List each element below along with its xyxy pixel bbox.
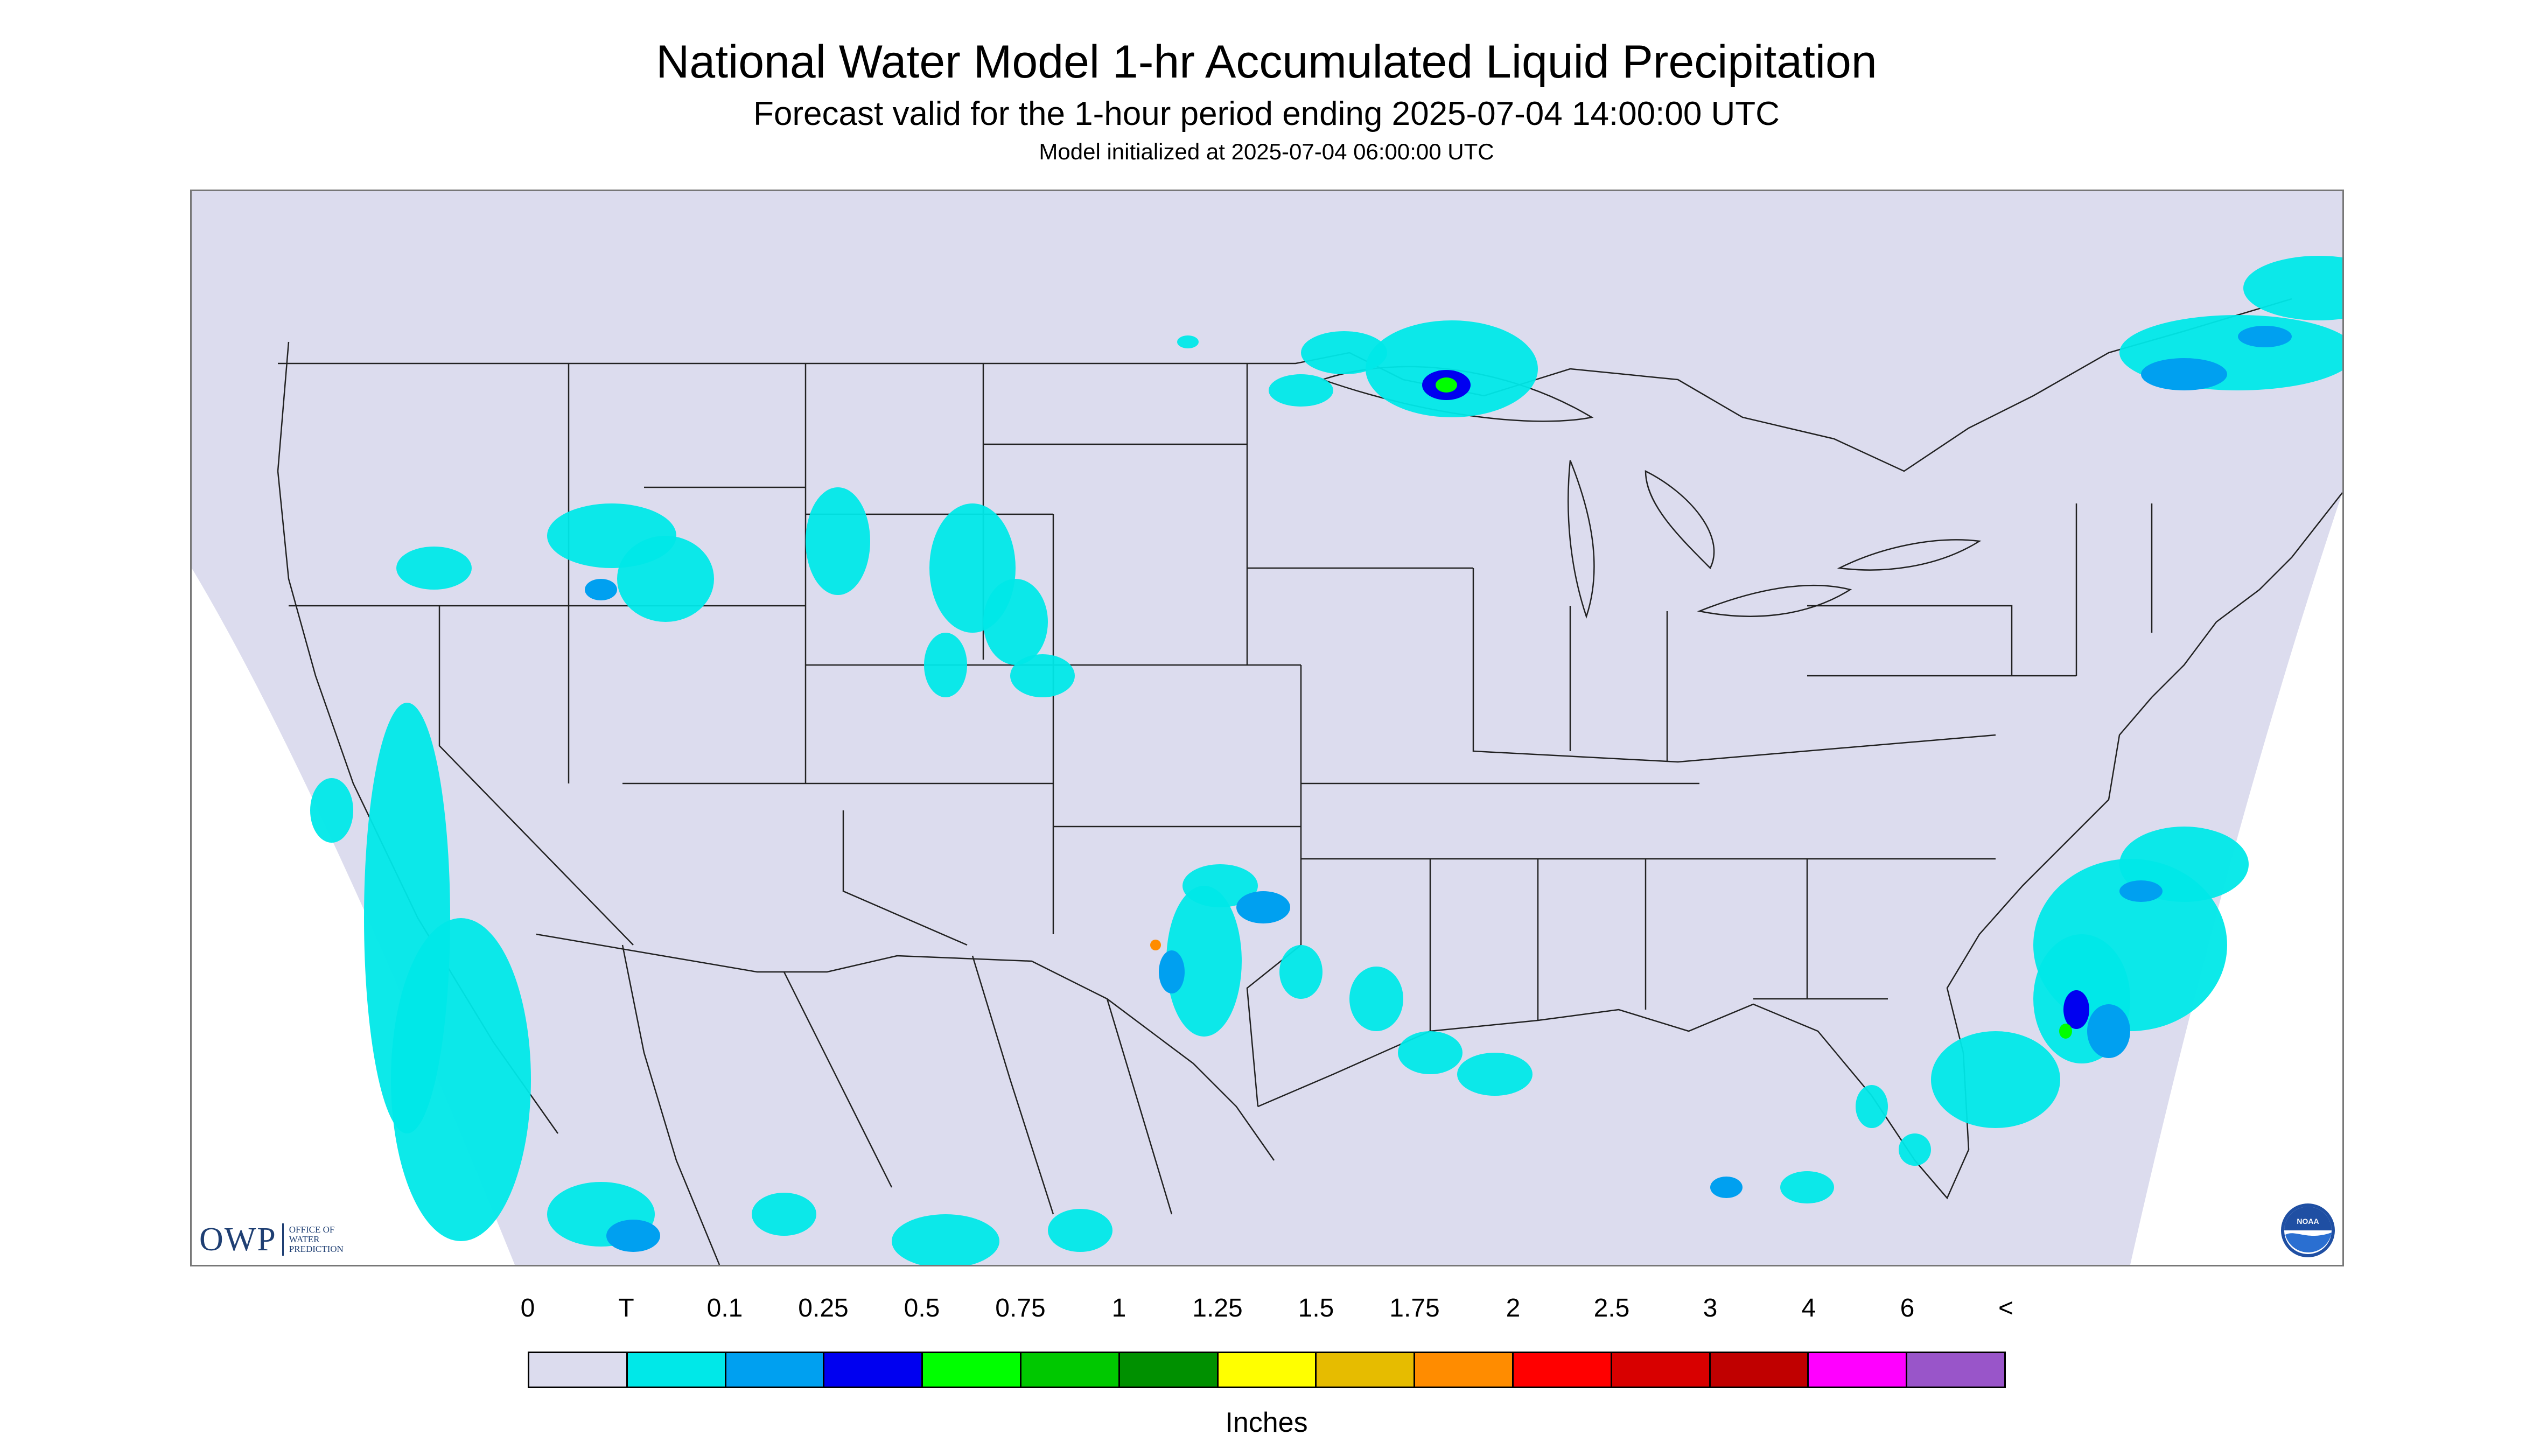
legend-tick-label: 1.25 (1192, 1294, 1243, 1322)
legend-color-bar (528, 1352, 2006, 1388)
legend-tick-label: 2 (1506, 1294, 1521, 1322)
owp-line-3: PREDICTION (289, 1244, 344, 1254)
owp-logo-mark: OWP (199, 1221, 277, 1258)
legend-swatch (1513, 1353, 1612, 1387)
legend-swatch (1907, 1353, 2004, 1387)
precip-cell (1398, 1031, 1463, 1074)
precip-cell (1236, 891, 1290, 923)
owp-line-2: WATER (289, 1234, 320, 1244)
precip-cell (2059, 1024, 2072, 1039)
precip-cell (585, 579, 617, 600)
svg-text:NOAA: NOAA (2297, 1217, 2319, 1226)
legend-tick-label: T (618, 1294, 634, 1322)
legend-tick-label: 0.5 (904, 1294, 940, 1322)
legend-tick-label: 4 (1801, 1294, 1816, 1322)
legend-tick-labels: 0 T 0.1 0.25 0.5 0.75 1 1.25 1.5 1.75 2 2.5 3 4 6 < (521, 1293, 2013, 1331)
map-canvas (192, 191, 2342, 1265)
precip-cell (2063, 990, 2089, 1029)
forecast-valid-subtitle: Forecast valid for the 1-hour period end… (753, 95, 1780, 132)
owp-logo-divider (282, 1223, 284, 1256)
precip-cell (1159, 950, 1185, 993)
precip-cell (1279, 945, 1323, 999)
precip-cell (606, 1220, 660, 1252)
precip-cell (1457, 1053, 1533, 1096)
precipitation-field (310, 256, 2342, 1265)
precip-legend: 0 T 0.1 0.25 0.5 0.75 1 1.25 1.5 1.75 2 2.5 3 4 6 < (521, 1293, 2013, 1388)
legend-tick-label: 1.75 (1389, 1294, 1440, 1322)
precip-cell (1366, 320, 1538, 417)
precip-cell (924, 633, 967, 697)
noaa-logo: NOAA (2281, 1203, 2335, 1257)
legend-swatch (1021, 1353, 1120, 1387)
legend-tick-label: 6 (1900, 1294, 1915, 1322)
precip-cell (2119, 880, 2163, 902)
precip-cell (2238, 326, 2292, 347)
legend-swatch (1809, 1353, 1908, 1387)
precip-cell (1899, 1133, 1931, 1166)
precip-cell (892, 1214, 999, 1265)
legend-swatch (1710, 1353, 1809, 1387)
precip-cell (1269, 374, 1333, 407)
precip-cell (1177, 335, 1199, 348)
precip-cell (1048, 1209, 1112, 1252)
precip-cell (617, 536, 714, 622)
precip-cell (310, 778, 353, 843)
owp-logo-subtitle: OFFICE OF WATER PREDICTION (289, 1225, 344, 1254)
precip-cell (1436, 377, 1457, 393)
legend-tick-label: 0.1 (706, 1294, 743, 1322)
model-init-line: Model initialized at 2025-07-04 06:00:00… (1039, 139, 1494, 164)
legend-swatch (923, 1353, 1021, 1387)
legend-swatch (824, 1353, 923, 1387)
precip-cell (391, 918, 531, 1241)
precip-cell (1010, 654, 1075, 697)
legend-tick-label: 0.75 (995, 1294, 1046, 1322)
legend-tick-label: < (1998, 1294, 2014, 1322)
precip-cell (2243, 256, 2342, 320)
precip-cell (1150, 940, 1161, 950)
legend-tick-label: 2.5 (1593, 1294, 1630, 1322)
legend-swatch (529, 1353, 628, 1387)
owp-logo: OWP OFFICE OF WATER PREDICTION (199, 1219, 344, 1261)
precip-cell (806, 487, 870, 595)
legend-swatch (726, 1353, 825, 1387)
precip-cell (752, 1193, 816, 1236)
legend-swatch (1119, 1353, 1219, 1387)
legend-swatch (1218, 1353, 1317, 1387)
legend-tick-label: 0 (520, 1294, 535, 1322)
legend-tick-label: 0.25 (798, 1294, 849, 1322)
precip-cell (2087, 1004, 2130, 1058)
legend-tick-label: 1.5 (1298, 1294, 1334, 1322)
precip-cell (1166, 886, 1242, 1037)
legend-tick-label: 3 (1703, 1294, 1718, 1322)
legend-swatch (1415, 1353, 1514, 1387)
precip-cell (2141, 358, 2227, 390)
legend-swatch (1612, 1353, 1711, 1387)
owp-line-1: OFFICE OF (289, 1224, 335, 1235)
precip-cell (1349, 967, 1403, 1031)
precip-cell (1301, 331, 1387, 374)
precip-cell (1931, 1031, 2060, 1128)
legend-swatch (1317, 1353, 1416, 1387)
legend-swatch (627, 1353, 726, 1387)
legend-unit-label: Inches (1225, 1407, 1308, 1438)
model-domain (192, 191, 2342, 1265)
map-title: National Water Model 1-hr Accumulated Li… (656, 36, 1877, 88)
precip-cell (1780, 1171, 1834, 1203)
precipitation-map: OWP OFFICE OF WATER PREDICTION NOAA (190, 190, 2344, 1266)
precip-cell (1710, 1177, 1743, 1198)
legend-tick-label: 1 (1111, 1294, 1126, 1322)
precip-cell (396, 547, 472, 590)
precip-cell (983, 579, 1048, 665)
precip-cell (1856, 1085, 1888, 1128)
